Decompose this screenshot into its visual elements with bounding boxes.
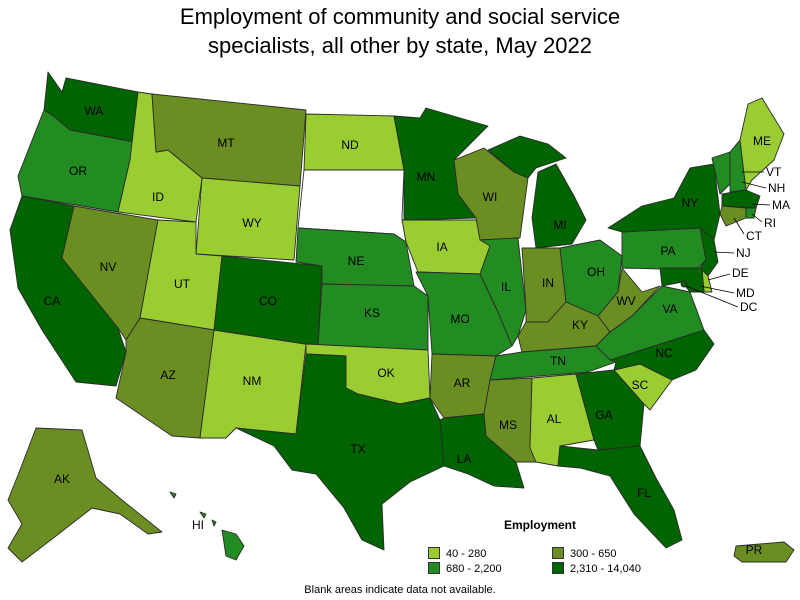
state-label-az: AZ <box>160 368 175 382</box>
nh-leader-line <box>741 181 767 189</box>
state-label-vt: VT <box>766 165 782 179</box>
state-wi[interactable] <box>453 147 529 241</box>
state-label-nj: NJ <box>736 246 751 260</box>
state-ak[interactable] <box>7 427 163 563</box>
state-label-wi: WI <box>483 190 498 204</box>
state-label-ny: NY <box>682 196 699 210</box>
state-pr[interactable] <box>733 541 795 563</box>
state-label-oh: OH <box>587 265 605 279</box>
state-label-wa: WA <box>85 104 104 118</box>
state-hi[interactable] <box>169 491 245 561</box>
state-label-nm: NM <box>243 374 262 388</box>
map-title-line-1: Employment of community and social servi… <box>179 4 621 29</box>
map-title: Employment of community and social servi… <box>0 2 800 60</box>
state-label-ia: IA <box>436 240 447 254</box>
state-label-ar: AR <box>454 376 471 390</box>
state-wv[interactable] <box>597 267 661 333</box>
state-label-nd: ND <box>341 138 359 152</box>
state-label-ak: AK <box>54 472 70 486</box>
state-nc[interactable] <box>609 329 715 381</box>
state-label-nh: NH <box>768 181 785 195</box>
legend-label: 40 - 280 <box>446 548 487 560</box>
state-label-ca: CA <box>44 294 61 308</box>
state-label-va: VA <box>662 302 677 316</box>
state-dc[interactable] <box>680 280 688 288</box>
state-label-la: LA <box>457 452 472 466</box>
state-label-md: MD <box>736 286 755 300</box>
legend-label: 680 - 2,200 <box>446 563 502 575</box>
legend-swatch <box>552 547 564 559</box>
state-label-al: AL <box>547 412 562 426</box>
legend-item-680-2200: 680 - 2,200 <box>428 562 502 575</box>
legend-swatch <box>428 562 440 574</box>
state-md[interactable] <box>659 267 705 293</box>
state-label-sc: SC <box>632 378 649 392</box>
state-label-ri: RI <box>764 216 776 230</box>
legend-item-300-650: 300 - 650 <box>552 547 616 560</box>
state-label-dc: DC <box>740 300 758 314</box>
state-label-mn: MN <box>417 170 436 184</box>
state-label-fl: FL <box>637 486 651 500</box>
state-label-ct: CT <box>746 229 763 243</box>
state-label-ok: OK <box>377 366 394 380</box>
state-label-me: ME <box>753 134 771 148</box>
state-label-id: ID <box>152 190 164 204</box>
ma-leader-line <box>751 203 771 206</box>
state-label-il: IL <box>501 280 511 294</box>
state-label-hi: HI <box>192 518 204 532</box>
state-label-pa: PA <box>660 244 675 258</box>
md-leader-line <box>699 285 735 294</box>
state-ks[interactable] <box>317 283 429 351</box>
state-label-in: IN <box>542 276 554 290</box>
state-label-ks: KS <box>364 306 380 320</box>
state-ny[interactable] <box>607 163 721 241</box>
state-label-ma: MA <box>772 198 790 212</box>
state-fl[interactable] <box>557 445 683 549</box>
state-label-mt: MT <box>217 136 235 150</box>
state-tx[interactable] <box>235 353 445 551</box>
state-label-ut: UT <box>174 277 191 291</box>
state-label-ne: NE <box>348 254 365 268</box>
state-label-nc: NC <box>655 346 673 360</box>
state-label-wy: WY <box>242 216 261 230</box>
state-label-pr: PR <box>746 543 763 557</box>
state-il[interactable] <box>479 237 527 347</box>
ri-leader-line <box>751 213 763 223</box>
legend-label: 2,310 - 14,040 <box>570 563 641 575</box>
state-me[interactable] <box>739 97 785 191</box>
legend-label: 300 - 650 <box>570 548 617 560</box>
state-ma[interactable] <box>721 189 761 209</box>
state-label-co: CO <box>259 294 277 308</box>
state-ct[interactable] <box>719 205 747 227</box>
legend-swatch <box>552 562 564 574</box>
state-label-de: DE <box>732 266 749 280</box>
state-label-ga: GA <box>595 408 612 422</box>
nj-leader-line <box>713 251 735 254</box>
legend-item-40-280: 40 - 280 <box>428 547 486 560</box>
state-label-mi: MI <box>553 218 566 232</box>
state-label-tx: TX <box>350 442 365 456</box>
legend: Employment 40 - 280 300 - 650 680 - 2,20… <box>428 518 678 578</box>
state-label-or: OR <box>69 164 87 178</box>
footnote: Blank areas indicate data not available. <box>304 584 496 596</box>
legend-swatch <box>428 547 440 559</box>
legend-title: Employment <box>504 518 577 532</box>
map-title-line-2: specialists, all other by state, May 202… <box>208 33 592 58</box>
legend-item-2310-14040: 2,310 - 14,040 <box>552 562 641 575</box>
dc-leader-line <box>685 285 739 308</box>
state-label-mo: MO <box>450 312 469 326</box>
state-label-ky: KY <box>572 318 588 332</box>
state-mi[interactable] <box>487 135 587 249</box>
state-label-ms: MS <box>499 418 517 432</box>
state-label-wv: WV <box>616 294 635 308</box>
state-label-nv: NV <box>100 260 117 274</box>
ct-leader-line <box>733 217 745 235</box>
state-wy[interactable] <box>195 177 301 261</box>
de-leader-line <box>707 273 731 281</box>
state-label-tn: TN <box>550 354 566 368</box>
